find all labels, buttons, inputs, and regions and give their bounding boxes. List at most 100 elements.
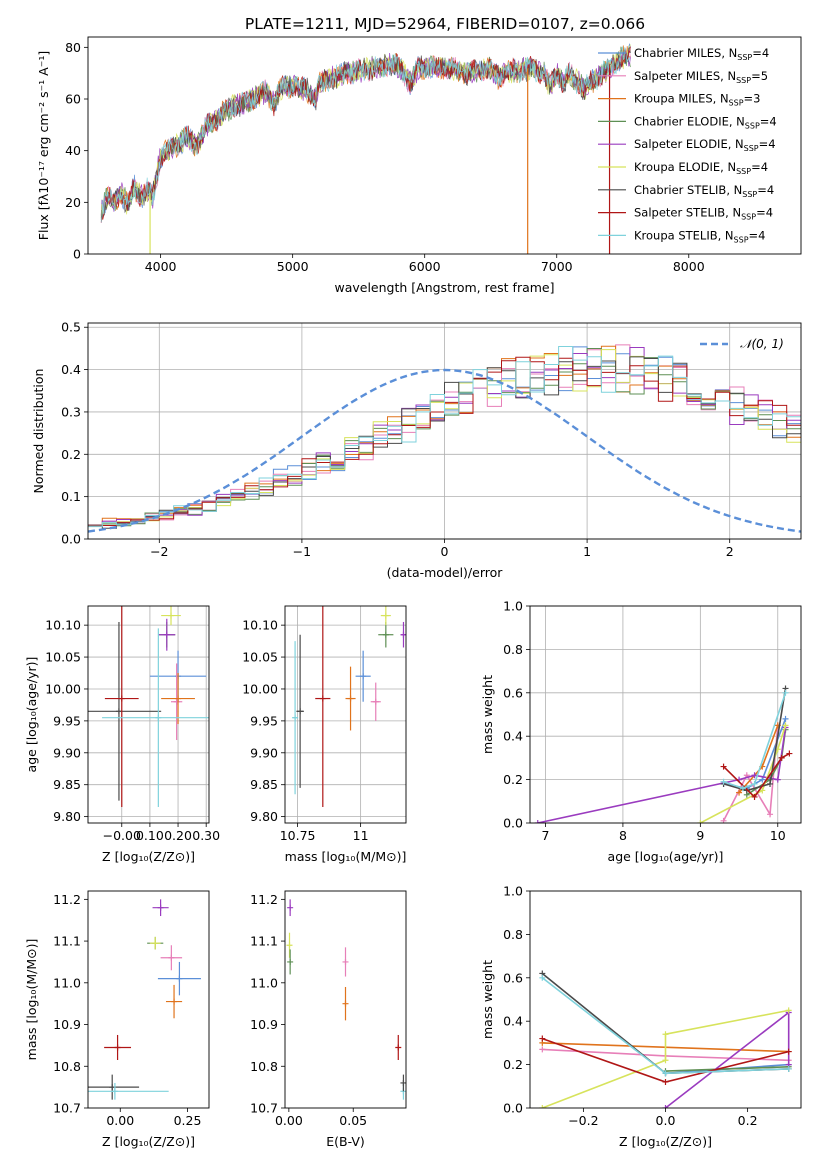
weight-marker (539, 1105, 546, 1108)
weight-marker (534, 820, 541, 823)
axes-frame (529, 605, 802, 824)
y-tick-label: 0.8 (503, 642, 523, 657)
x-tick-label: 2 (726, 544, 734, 559)
y-tick-label: 0.0 (503, 1101, 523, 1116)
y-tick-label: 0.8 (503, 927, 523, 942)
weight-line (665, 1066, 789, 1072)
weight-marker (539, 1035, 546, 1042)
x-axis-label: age [log₁₀(age/yr)] (608, 849, 724, 864)
x-tick-label: −2 (150, 544, 168, 559)
point-marker (395, 1044, 402, 1051)
point-marker (286, 942, 293, 949)
y-tick-label: 1.0 (503, 884, 523, 899)
errorbar-point (88, 621, 162, 801)
errorbar-point (370, 682, 381, 721)
y-axis-label: mass weight (480, 960, 495, 1039)
errorbar-point (355, 650, 371, 702)
axes-frame (284, 890, 407, 1109)
x-axis-label: wavelength [Angstrom, rest frame] (334, 280, 554, 295)
y-tick-label: 1.0 (503, 599, 523, 614)
y-tick-label: 10.10 (242, 618, 278, 633)
point-marker (292, 714, 299, 721)
panel-weight-vs-z: −0.2 0.0 0.2 0.0 0.2 0.4 0.6 0.8 1.0 Z [log₁₀(Z/Z… (480, 884, 802, 1149)
y-tick-label: 0.6 (503, 970, 523, 985)
legend-entry: Chabrier MILES, NSSP=4 (634, 46, 769, 62)
x-tick-label: 11 (353, 828, 369, 843)
y-tick-label: 9.95 (250, 713, 278, 728)
y-tick-label: 0 (73, 247, 81, 262)
errorbar-point (102, 628, 209, 808)
legend-entry: Chabrier ELODIE, NSSP=4 (634, 114, 777, 130)
errorbar-point (104, 606, 139, 808)
x-tick-label: −0.2 (568, 1113, 598, 1128)
panel-residuals: −2 −1 0 1 2 0.0 0.1 0.2 0.3 0.4 0.5 (data-model)/er… (31, 320, 802, 580)
panel-mass-vs-z: 0.00 0.25 10.7 10.8 10.9 11.0 11.1 11.2 Z [log₁₀… (24, 890, 210, 1149)
x-tick-label: −1 (293, 544, 311, 559)
errorbar-point (161, 606, 181, 626)
panel-age-vs-z: −0.000.10 0.20 0.30 9.80 9.85 9.90 9.95 10.00 10… (24, 605, 220, 864)
point-marker (171, 998, 178, 1005)
weight-line (723, 752, 790, 799)
weight-marker (785, 1007, 792, 1014)
weight-marker (736, 789, 743, 796)
point-marker (319, 695, 326, 702)
weight-marker (759, 776, 766, 783)
x-tick-label: 8 (619, 828, 627, 843)
legend-entry: Salpeter ELODIE, NSSP=4 (634, 137, 776, 153)
point-marker (360, 673, 367, 680)
errorbar-point (88, 1074, 140, 1100)
errorbar-point (158, 618, 176, 651)
y-tick-label: 9.85 (53, 777, 81, 792)
spectrum-line (100, 45, 631, 223)
x-tick-label: 0.00 (275, 1113, 303, 1128)
y-tick-label: 0.4 (61, 362, 81, 377)
point-marker (175, 695, 182, 702)
panel-spectrum: 4000 5000 6000 7000 8000 0 20 40 60 80 wavelength … (36, 36, 802, 295)
y-tick-label: 0.4 (503, 1014, 523, 1029)
point-marker (155, 714, 162, 721)
y-tick-label: 10.00 (45, 681, 81, 696)
point-marker (168, 954, 175, 961)
point-marker (163, 631, 170, 638)
x-tick-label: 7000 (541, 259, 573, 274)
point-marker (157, 904, 164, 911)
y-tick-label: 0.1 (61, 489, 81, 504)
y-tick-label: 10.05 (242, 650, 278, 665)
y-axis-label: mass weight (480, 675, 495, 754)
weight-marker (662, 1105, 669, 1108)
y-tick-label: 0.2 (503, 772, 523, 787)
errorbar-point (345, 666, 356, 731)
y-tick-label: 0.3 (61, 404, 81, 419)
x-tick-label: 8000 (673, 259, 705, 274)
errorbar-point (400, 621, 406, 648)
x-axis-label: E(B-V) (326, 1134, 365, 1149)
weight-marker (767, 780, 774, 787)
weight-marker (785, 1065, 792, 1072)
weight-marker (751, 780, 758, 787)
errorbar-point (342, 947, 349, 977)
point-marker (176, 975, 183, 982)
y-tick-label: 9.95 (53, 713, 81, 728)
y-tick-label: 11.1 (53, 934, 81, 949)
y-tick-label: 10.7 (250, 1101, 278, 1116)
errorbar-point (152, 899, 169, 917)
x-tick-label: 0.00 (106, 1113, 134, 1128)
errorbar-point (88, 1082, 169, 1100)
panel-mass-vs-ebv: 0.00 0.05 10.7 10.8 10.9 11.0 11.1 11.2 E(B-V) (250, 890, 407, 1149)
y-tick-label: 11.2 (53, 892, 81, 907)
errorbar-point (171, 663, 183, 741)
point-marker (118, 695, 125, 702)
y-tick-label: 20 (65, 195, 81, 210)
y-tick-label: 40 (65, 143, 81, 158)
y-tick-label: 9.80 (53, 809, 81, 824)
plot-area (534, 685, 793, 823)
weight-line (542, 1009, 789, 1108)
errorbar-point (161, 673, 195, 725)
normal-curve (88, 368, 801, 533)
point-marker (168, 612, 175, 619)
y-tick-label: 0.0 (61, 532, 81, 547)
y-tick-label: 11.1 (250, 934, 278, 949)
y-axis-label: mass [log₁₀(M/M⊙)] (24, 939, 39, 1061)
errorbar-point (157, 961, 201, 996)
